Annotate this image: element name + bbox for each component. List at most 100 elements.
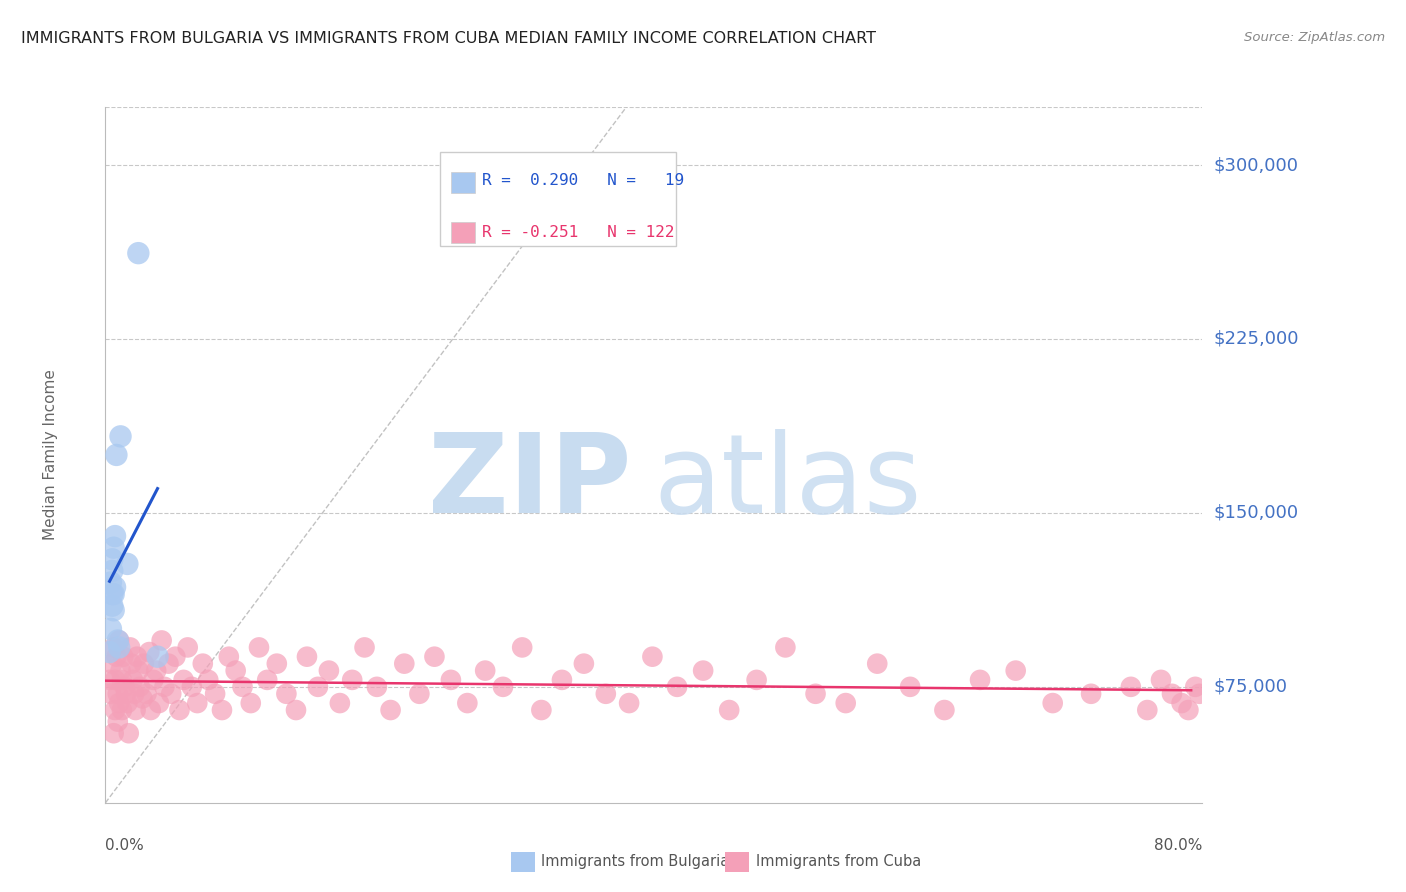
- Point: [103, 726, 125, 740]
- Point: [186, 696, 208, 710]
- Point: [107, 633, 129, 648]
- Point: [934, 703, 956, 717]
- Point: [104, 703, 127, 717]
- Point: [146, 649, 169, 664]
- Point: [276, 687, 298, 701]
- Point: [366, 680, 388, 694]
- Point: [318, 664, 340, 678]
- Point: [329, 696, 352, 710]
- Point: [641, 649, 664, 664]
- Point: [142, 673, 165, 687]
- Point: [115, 687, 138, 701]
- Point: [100, 575, 122, 590]
- Point: [112, 649, 135, 664]
- Point: [122, 687, 145, 701]
- Text: $75,000: $75,000: [1213, 678, 1288, 696]
- Point: [218, 649, 240, 664]
- Point: [1150, 673, 1173, 687]
- Point: [101, 599, 124, 613]
- Point: [408, 687, 430, 701]
- Point: [101, 564, 124, 578]
- Point: [231, 680, 254, 694]
- Point: [191, 657, 214, 671]
- Point: [117, 696, 139, 710]
- Point: [135, 687, 157, 701]
- Point: [718, 703, 741, 717]
- Point: [256, 673, 278, 687]
- Point: [108, 640, 131, 655]
- Text: R =  0.290   N =   19: R = 0.290 N = 19: [482, 172, 683, 187]
- Point: [101, 657, 124, 671]
- Point: [1136, 703, 1159, 717]
- Point: [197, 673, 219, 687]
- Point: [692, 664, 714, 678]
- Point: [266, 657, 288, 671]
- Point: [394, 657, 416, 671]
- Point: [98, 673, 121, 687]
- Point: [110, 664, 132, 678]
- Point: [551, 673, 574, 687]
- Point: [1177, 703, 1199, 717]
- Point: [121, 657, 143, 671]
- Point: [101, 552, 124, 566]
- Point: [107, 687, 129, 701]
- Point: [103, 640, 125, 655]
- Point: [666, 680, 689, 694]
- Point: [110, 429, 132, 443]
- Point: [423, 649, 446, 664]
- Text: 80.0%: 80.0%: [1154, 838, 1202, 853]
- Point: [380, 703, 402, 717]
- FancyBboxPatch shape: [440, 153, 676, 246]
- Point: [1161, 687, 1184, 701]
- Point: [108, 696, 131, 710]
- Point: [775, 640, 797, 655]
- Point: [340, 673, 363, 687]
- Point: [1004, 664, 1026, 678]
- Point: [98, 645, 121, 659]
- Bar: [725, 852, 749, 872]
- Point: [969, 673, 991, 687]
- Text: Immigrants from Bulgaria: Immigrants from Bulgaria: [541, 855, 730, 870]
- Point: [1170, 696, 1192, 710]
- Point: [804, 687, 827, 701]
- Bar: [451, 172, 475, 193]
- Point: [127, 246, 149, 260]
- Text: $300,000: $300,000: [1213, 156, 1298, 174]
- Point: [835, 696, 858, 710]
- Text: Median Family Income: Median Family Income: [44, 369, 58, 541]
- Point: [104, 673, 127, 687]
- Point: [103, 587, 125, 601]
- Text: $225,000: $225,000: [1213, 330, 1299, 348]
- Point: [104, 580, 127, 594]
- Point: [173, 673, 195, 687]
- Point: [121, 673, 145, 687]
- Point: [100, 687, 122, 701]
- Point: [103, 603, 125, 617]
- Point: [225, 664, 247, 678]
- Point: [100, 622, 122, 636]
- Point: [111, 673, 134, 687]
- Point: [295, 649, 318, 664]
- Point: [474, 664, 496, 678]
- Point: [132, 657, 155, 671]
- Text: IMMIGRANTS FROM BULGARIA VS IMMIGRANTS FROM CUBA MEDIAN FAMILY INCOME CORRELATIO: IMMIGRANTS FROM BULGARIA VS IMMIGRANTS F…: [21, 31, 876, 46]
- Text: ZIP: ZIP: [429, 429, 631, 536]
- Point: [530, 703, 553, 717]
- Point: [595, 687, 617, 701]
- Point: [114, 680, 136, 694]
- Point: [239, 696, 262, 710]
- Text: Immigrants from Cuba: Immigrants from Cuba: [756, 855, 921, 870]
- Point: [180, 680, 202, 694]
- Text: $150,000: $150,000: [1213, 504, 1298, 522]
- Point: [127, 664, 149, 678]
- Point: [103, 541, 125, 555]
- Point: [1119, 680, 1142, 694]
- Point: [153, 680, 176, 694]
- Point: [177, 640, 200, 655]
- Point: [124, 703, 146, 717]
- Point: [510, 640, 533, 655]
- Point: [131, 691, 153, 706]
- Point: [1080, 687, 1102, 701]
- Point: [492, 680, 515, 694]
- Point: [145, 664, 167, 678]
